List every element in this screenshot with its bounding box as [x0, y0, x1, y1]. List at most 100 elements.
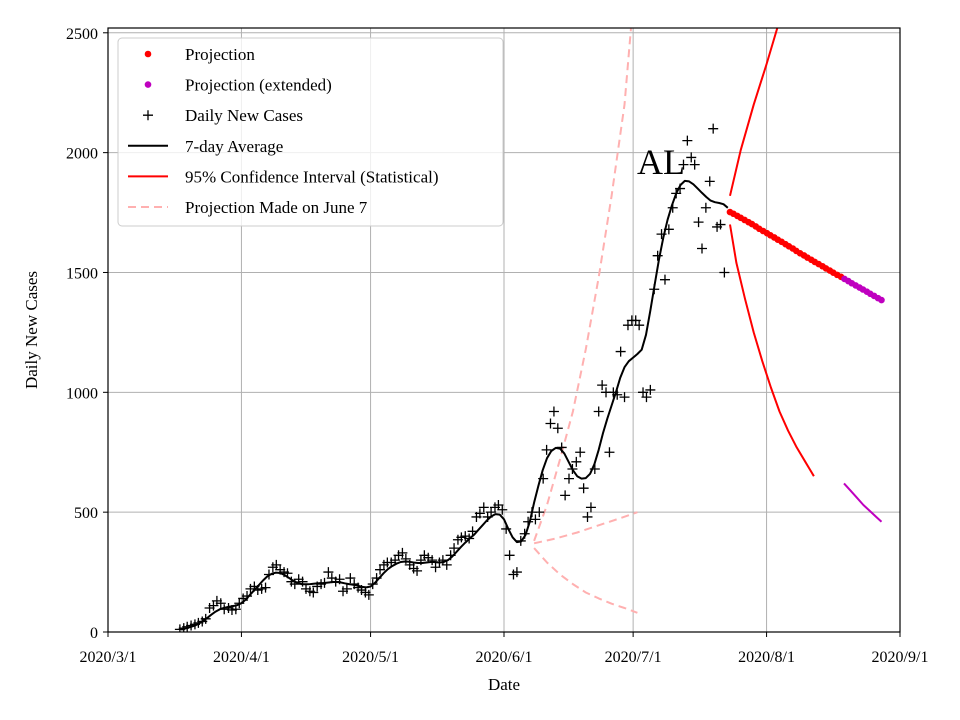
daily-new-cases-point — [585, 502, 596, 513]
daily-new-cases-point — [645, 384, 656, 395]
y-tick-label: 1500 — [66, 265, 98, 282]
legend-box — [117, 37, 504, 227]
daily-new-cases-point — [659, 274, 670, 285]
95-confidence-interval-extended-line — [843, 482, 883, 523]
daily-new-cases-point — [675, 183, 686, 194]
daily-new-cases-point — [693, 217, 704, 228]
daily-new-cases-point — [641, 392, 652, 403]
x-tick-label: 2020/3/1 — [80, 649, 137, 666]
daily-new-cases-point — [363, 589, 374, 600]
daily-new-cases-point — [545, 418, 556, 429]
daily-new-cases-point — [704, 176, 715, 187]
95-confidence-interval-statistical-line — [729, 28, 779, 197]
daily-new-cases-point — [563, 473, 574, 484]
daily-new-cases-point — [334, 574, 345, 585]
x-tick-label: 2020/6/1 — [476, 649, 533, 666]
daily-new-cases-point — [700, 202, 711, 213]
daily-new-cases-point — [200, 613, 211, 624]
daily-new-cases-point — [427, 555, 438, 566]
legend-label: Projection Made on June 7 — [185, 198, 368, 217]
y-tick-label: 0 — [90, 625, 98, 642]
daily-new-cases-point — [534, 507, 545, 518]
daily-new-cases-point — [604, 447, 615, 458]
daily-new-cases-point — [575, 447, 586, 458]
daily-new-cases-point — [567, 464, 578, 475]
daily-new-cases-point — [400, 553, 411, 564]
daily-new-cases-point — [619, 392, 630, 403]
legend: Projection Projection (extended) Daily New… — [117, 37, 504, 227]
legend-label: Daily New Cases — [185, 106, 303, 125]
legend-label: 95% Confidence Interval (Statistical) — [185, 167, 439, 186]
legend-label: 7-day Average — [185, 137, 283, 156]
daily-new-cases-point — [552, 423, 563, 434]
legend-swatch-daily-new-cases — [143, 110, 153, 121]
legend-label: Projection — [185, 45, 255, 64]
projection-extended-point — [878, 296, 885, 304]
daily-new-cases-point — [612, 389, 623, 400]
daily-new-cases-point — [589, 464, 600, 475]
daily-new-cases-point — [371, 573, 382, 584]
daily-new-cases-point — [449, 543, 460, 554]
daily-new-cases-point — [556, 442, 567, 453]
daily-new-cases-point — [242, 591, 253, 602]
daily-new-cases-point — [530, 514, 541, 525]
state-annotation: AL — [637, 142, 685, 182]
daily-new-cases-point — [397, 547, 408, 558]
daily-new-cases-point — [515, 535, 526, 546]
daily-new-cases-point — [697, 243, 707, 254]
daily-new-cases-point — [571, 456, 582, 467]
y-tick-label: 2000 — [66, 146, 98, 163]
daily-new-cases-point — [578, 483, 589, 494]
x-axis-title: Date — [488, 675, 520, 694]
daily-new-cases-point — [523, 516, 534, 527]
projection-made-on-june-7-line — [533, 28, 632, 542]
daily-new-cases-point — [441, 559, 452, 570]
daily-new-cases-point — [634, 320, 645, 331]
daily-new-cases-point — [597, 380, 608, 391]
daily-new-cases-point — [548, 406, 559, 417]
daily-new-cases-point — [323, 567, 334, 578]
daily-new-cases-point — [282, 568, 293, 579]
95-confidence-interval-statistical-line — [729, 224, 815, 477]
daily-new-cases-point — [308, 587, 319, 598]
daily-new-cases-point — [497, 504, 508, 515]
x-tick-label: 2020/4/1 — [213, 649, 270, 666]
daily-new-cases-point — [719, 267, 730, 278]
y-tick-label: 2500 — [66, 26, 98, 43]
daily-new-cases-point — [715, 219, 726, 230]
daily-new-cases-point — [260, 582, 271, 593]
daily-new-cases-point — [297, 576, 308, 587]
axis-ticks: 2020/3/1 2020/4/1 2020/5/1 2020/6/1 2020/7/1… — [66, 26, 928, 666]
daily-new-cases-point — [464, 533, 475, 544]
y-axis-title: Daily New Cases — [22, 271, 41, 389]
legend-label: Projection (extended) — [185, 76, 332, 95]
x-tick-label: 2020/9/1 — [872, 649, 929, 666]
daily-new-cases-point — [538, 473, 549, 484]
daily-new-cases-point — [582, 511, 593, 522]
daily-new-cases-point — [682, 135, 693, 146]
daily-new-cases-point — [474, 508, 485, 519]
x-tick-label: 2020/5/1 — [342, 649, 399, 666]
daily-new-cases-point — [686, 152, 697, 163]
daily-new-cases-point — [501, 523, 512, 534]
daily-new-cases-point — [478, 502, 489, 513]
daily-new-cases-point — [412, 565, 423, 576]
daily-new-cases-point — [215, 598, 226, 609]
daily-new-cases-point — [319, 577, 330, 588]
daily-new-cases-point — [678, 159, 689, 170]
x-tick-label: 2020/7/1 — [605, 649, 662, 666]
daily-new-cases-point — [593, 406, 604, 417]
daily-new-cases-point — [541, 444, 552, 455]
daily-new-cases-point — [652, 250, 663, 261]
projection-made-on-june-7-line — [533, 547, 638, 614]
daily-new-cases-point — [519, 528, 530, 539]
daily-new-cases-point — [663, 224, 674, 235]
daily-new-cases-point — [345, 573, 356, 584]
daily-new-cases-point — [467, 526, 478, 537]
daily-new-cases-point — [219, 604, 230, 615]
daily-new-cases-point — [263, 569, 274, 580]
legend-swatch-projection-extended — [144, 81, 152, 88]
y-tick-label: 500 — [74, 505, 98, 522]
legend-swatch-projection — [144, 50, 152, 58]
